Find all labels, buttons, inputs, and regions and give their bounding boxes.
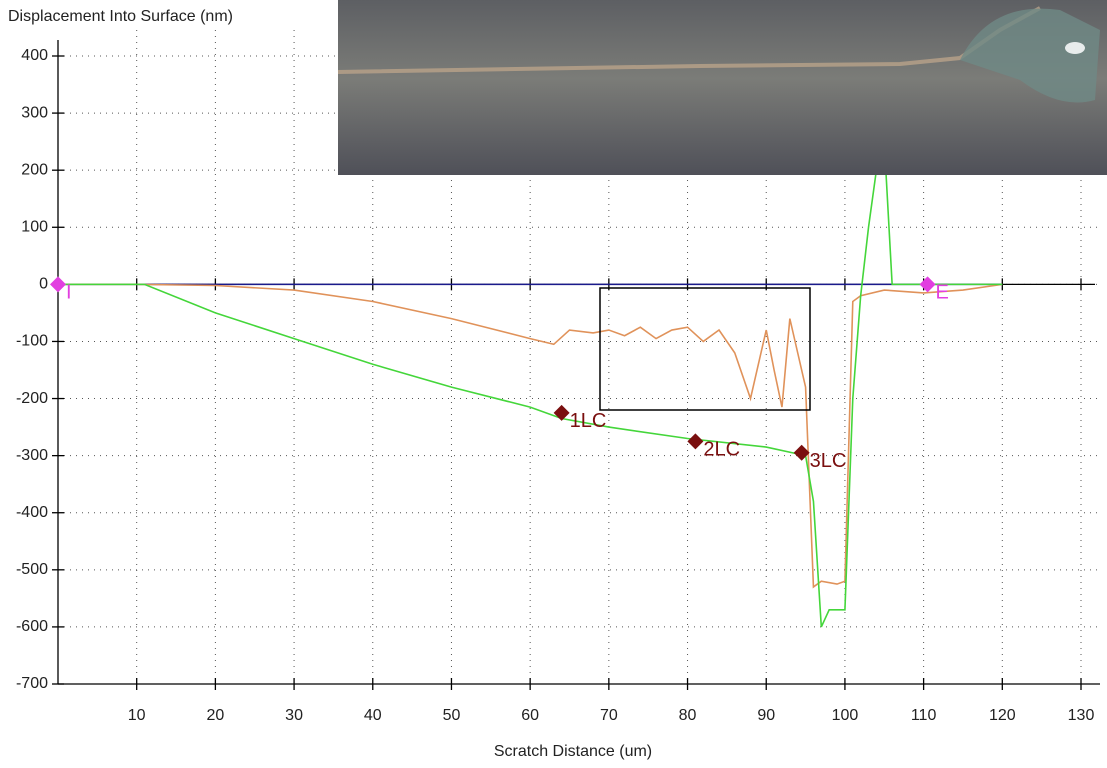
photo-inset (337, 0, 1107, 175)
highlight-box (599, 287, 811, 411)
x-tick-label: 80 (679, 707, 697, 724)
photo-glint (1065, 42, 1085, 54)
event-label: 3LC (810, 450, 847, 472)
event-marker (793, 444, 810, 461)
x-tick-label: 110 (911, 707, 937, 724)
y-tick-label: 300 (21, 104, 48, 121)
markers: I 1LC 2LC 3LC E (50, 276, 949, 472)
photo-pit (960, 8, 1100, 103)
y-axis-title: Displacement Into Surface (nm) (8, 8, 233, 25)
y-tick-label: -700 (16, 675, 48, 692)
x-tick-label: 50 (443, 707, 461, 724)
event-marker (50, 276, 66, 293)
x-tick-label: 130 (1068, 707, 1095, 724)
y-tick-label: -500 (16, 561, 48, 578)
x-tick-label: 10 (128, 707, 146, 724)
x-tick-label: 60 (521, 707, 539, 724)
y-tick-label: -100 (16, 333, 48, 350)
photo-background (338, 0, 1107, 175)
event-marker (553, 404, 570, 421)
x-tick-label: 120 (989, 707, 1016, 724)
y-tick-label: -200 (16, 390, 48, 407)
event-label: 1LC (570, 410, 607, 432)
y-tick-label: 0 (39, 276, 48, 293)
event-label: I (66, 282, 72, 304)
x-axis-title: Scratch Distance (um) (494, 743, 652, 760)
y-tick-label: 400 (21, 47, 48, 64)
event-marker (687, 433, 704, 450)
y-tick-label: 100 (21, 218, 48, 235)
y-tick-label: 200 (21, 161, 48, 178)
x-tick-label: 30 (285, 707, 303, 724)
event-label: E (936, 282, 949, 304)
x-tick-label: 100 (832, 707, 859, 724)
x-tick-label: 40 (364, 707, 382, 724)
x-tick-label: 70 (600, 707, 618, 724)
y-tick-label: -300 (16, 447, 48, 464)
x-tick-label: 20 (206, 707, 224, 724)
event-label: 2LC (703, 439, 740, 461)
series-line (58, 283, 1003, 589)
y-tick-label: -600 (16, 618, 48, 635)
y-tick-label: -400 (16, 504, 48, 521)
event-marker (919, 276, 936, 293)
x-tick-label: 90 (757, 707, 775, 724)
